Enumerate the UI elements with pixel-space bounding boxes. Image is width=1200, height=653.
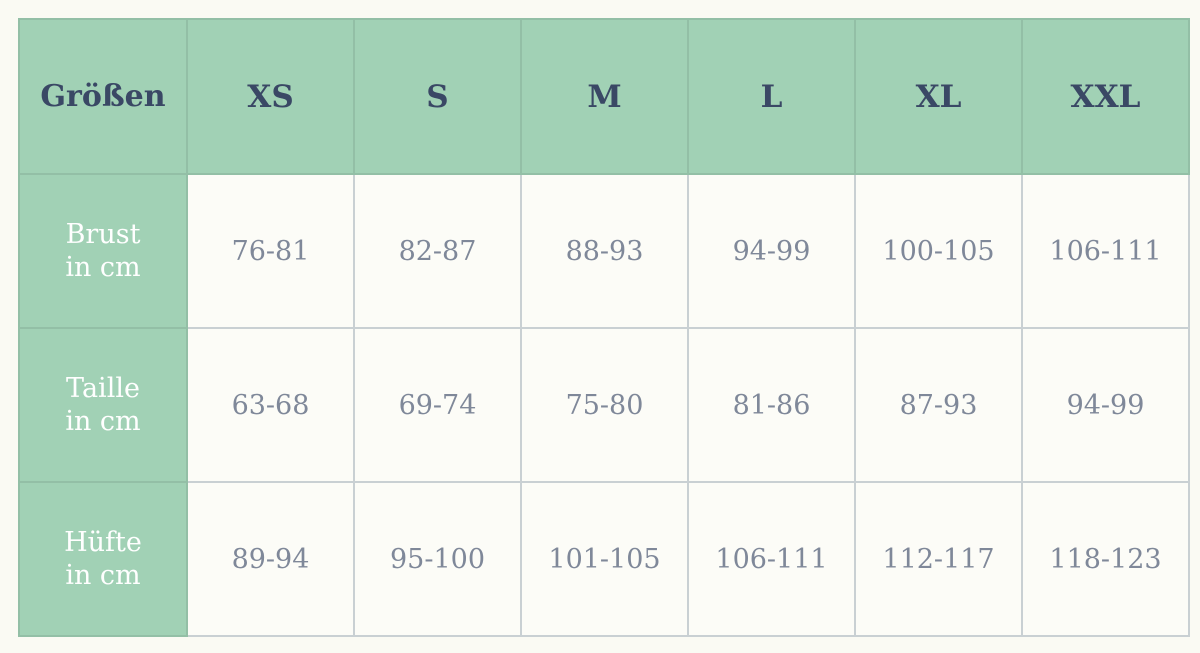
table-cell: 106-111	[687, 481, 856, 637]
table-cell: 100-105	[854, 173, 1023, 329]
table-cell: 112-117	[854, 481, 1023, 637]
table-row-taille: Taille in cm 63-68 69-74 75-80 81-86 87-9…	[18, 327, 1190, 483]
table-cell: 118-123	[1021, 481, 1190, 637]
size-xs-header: XS	[186, 18, 355, 175]
table-cell: 89-94	[186, 481, 355, 637]
table-cell: 75-80	[520, 327, 689, 483]
table-cell: 101-105	[520, 481, 689, 637]
sizes-header: Größen	[18, 18, 188, 175]
row-label: Hüfte in cm	[18, 481, 188, 637]
table-cell: 87-93	[854, 327, 1023, 483]
header-row: Größen XS S M L XL XXL	[18, 18, 1190, 175]
row-label-line2: in cm	[65, 252, 141, 283]
row-label: Taille in cm	[18, 327, 188, 483]
table-cell: 95-100	[353, 481, 522, 637]
size-xl-header: XL	[854, 18, 1023, 175]
table-cell: 76-81	[186, 173, 355, 329]
table-cell: 88-93	[520, 173, 689, 329]
table-cell: 69-74	[353, 327, 522, 483]
row-label-line1: Taille	[66, 373, 140, 404]
size-chart-table: Größen XS S M L XL XXL Brust in cm 76-81 …	[18, 18, 1190, 637]
table-cell: 106-111	[1021, 173, 1190, 329]
row-label: Brust in cm	[18, 173, 188, 329]
table-cell: 82-87	[353, 173, 522, 329]
size-l-header: L	[687, 18, 856, 175]
row-label-line2: in cm	[65, 406, 141, 437]
size-xxl-header: XXL	[1021, 18, 1190, 175]
table-row-brust: Brust in cm 76-81 82-87 88-93 94-99 100-1…	[18, 173, 1190, 329]
row-label-line2: in cm	[65, 560, 141, 591]
table-cell: 81-86	[687, 327, 856, 483]
table-cell: 63-68	[186, 327, 355, 483]
table-cell: 94-99	[687, 173, 856, 329]
table-row-huefte: Hüfte in cm 89-94 95-100 101-105 106-111 …	[18, 481, 1190, 637]
row-label-line1: Hüfte	[64, 527, 142, 558]
table-cell: 94-99	[1021, 327, 1190, 483]
row-label-line1: Brust	[65, 219, 141, 250]
size-s-header: S	[353, 18, 522, 175]
size-m-header: M	[520, 18, 689, 175]
